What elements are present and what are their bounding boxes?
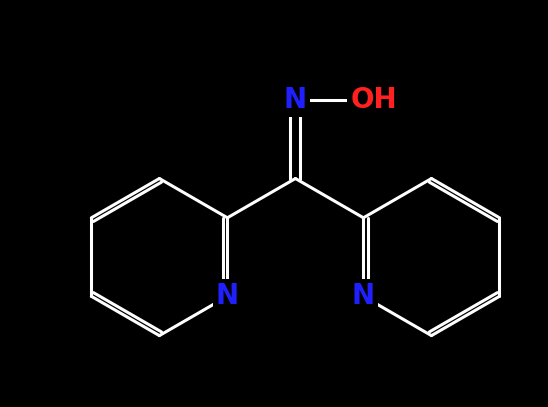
Text: N: N	[284, 86, 307, 114]
Text: N: N	[216, 282, 239, 310]
Text: OH: OH	[351, 86, 397, 114]
Text: N: N	[352, 282, 375, 310]
